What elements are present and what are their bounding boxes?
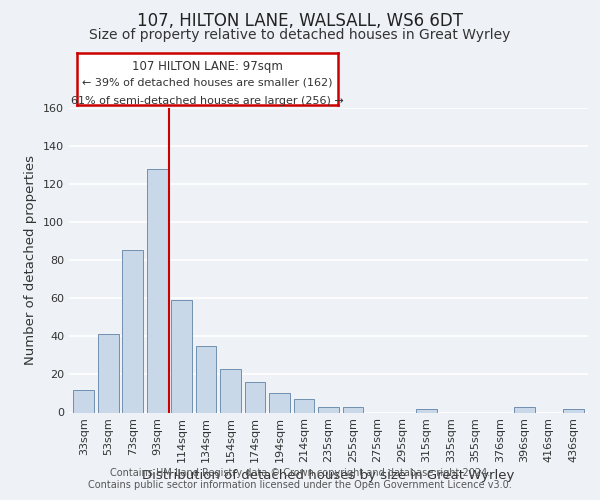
Y-axis label: Number of detached properties: Number of detached properties: [25, 155, 37, 365]
Text: Contains public sector information licensed under the Open Government Licence v3: Contains public sector information licen…: [88, 480, 512, 490]
Bar: [293, 399, 314, 412]
Bar: [563, 408, 584, 412]
Bar: [416, 408, 437, 412]
Bar: [196, 346, 217, 412]
Bar: [73, 390, 94, 412]
Bar: [514, 407, 535, 412]
Bar: [343, 407, 364, 412]
Bar: [122, 250, 143, 412]
Bar: [245, 382, 265, 412]
Bar: [171, 300, 192, 412]
Bar: [318, 407, 339, 412]
Bar: [269, 394, 290, 412]
Text: Size of property relative to detached houses in Great Wyrley: Size of property relative to detached ho…: [89, 28, 511, 42]
Text: ← 39% of detached houses are smaller (162): ← 39% of detached houses are smaller (16…: [82, 78, 332, 88]
Bar: [147, 168, 167, 412]
Text: 107, HILTON LANE, WALSALL, WS6 6DT: 107, HILTON LANE, WALSALL, WS6 6DT: [137, 12, 463, 30]
X-axis label: Distribution of detached houses by size in Great Wyrley: Distribution of detached houses by size …: [142, 470, 515, 482]
Bar: [98, 334, 119, 412]
Text: Contains HM Land Registry data © Crown copyright and database right 2024.: Contains HM Land Registry data © Crown c…: [110, 468, 490, 477]
Text: 61% of semi-detached houses are larger (256) →: 61% of semi-detached houses are larger (…: [71, 96, 344, 106]
Bar: [220, 368, 241, 412]
Text: 107 HILTON LANE: 97sqm: 107 HILTON LANE: 97sqm: [132, 60, 283, 74]
